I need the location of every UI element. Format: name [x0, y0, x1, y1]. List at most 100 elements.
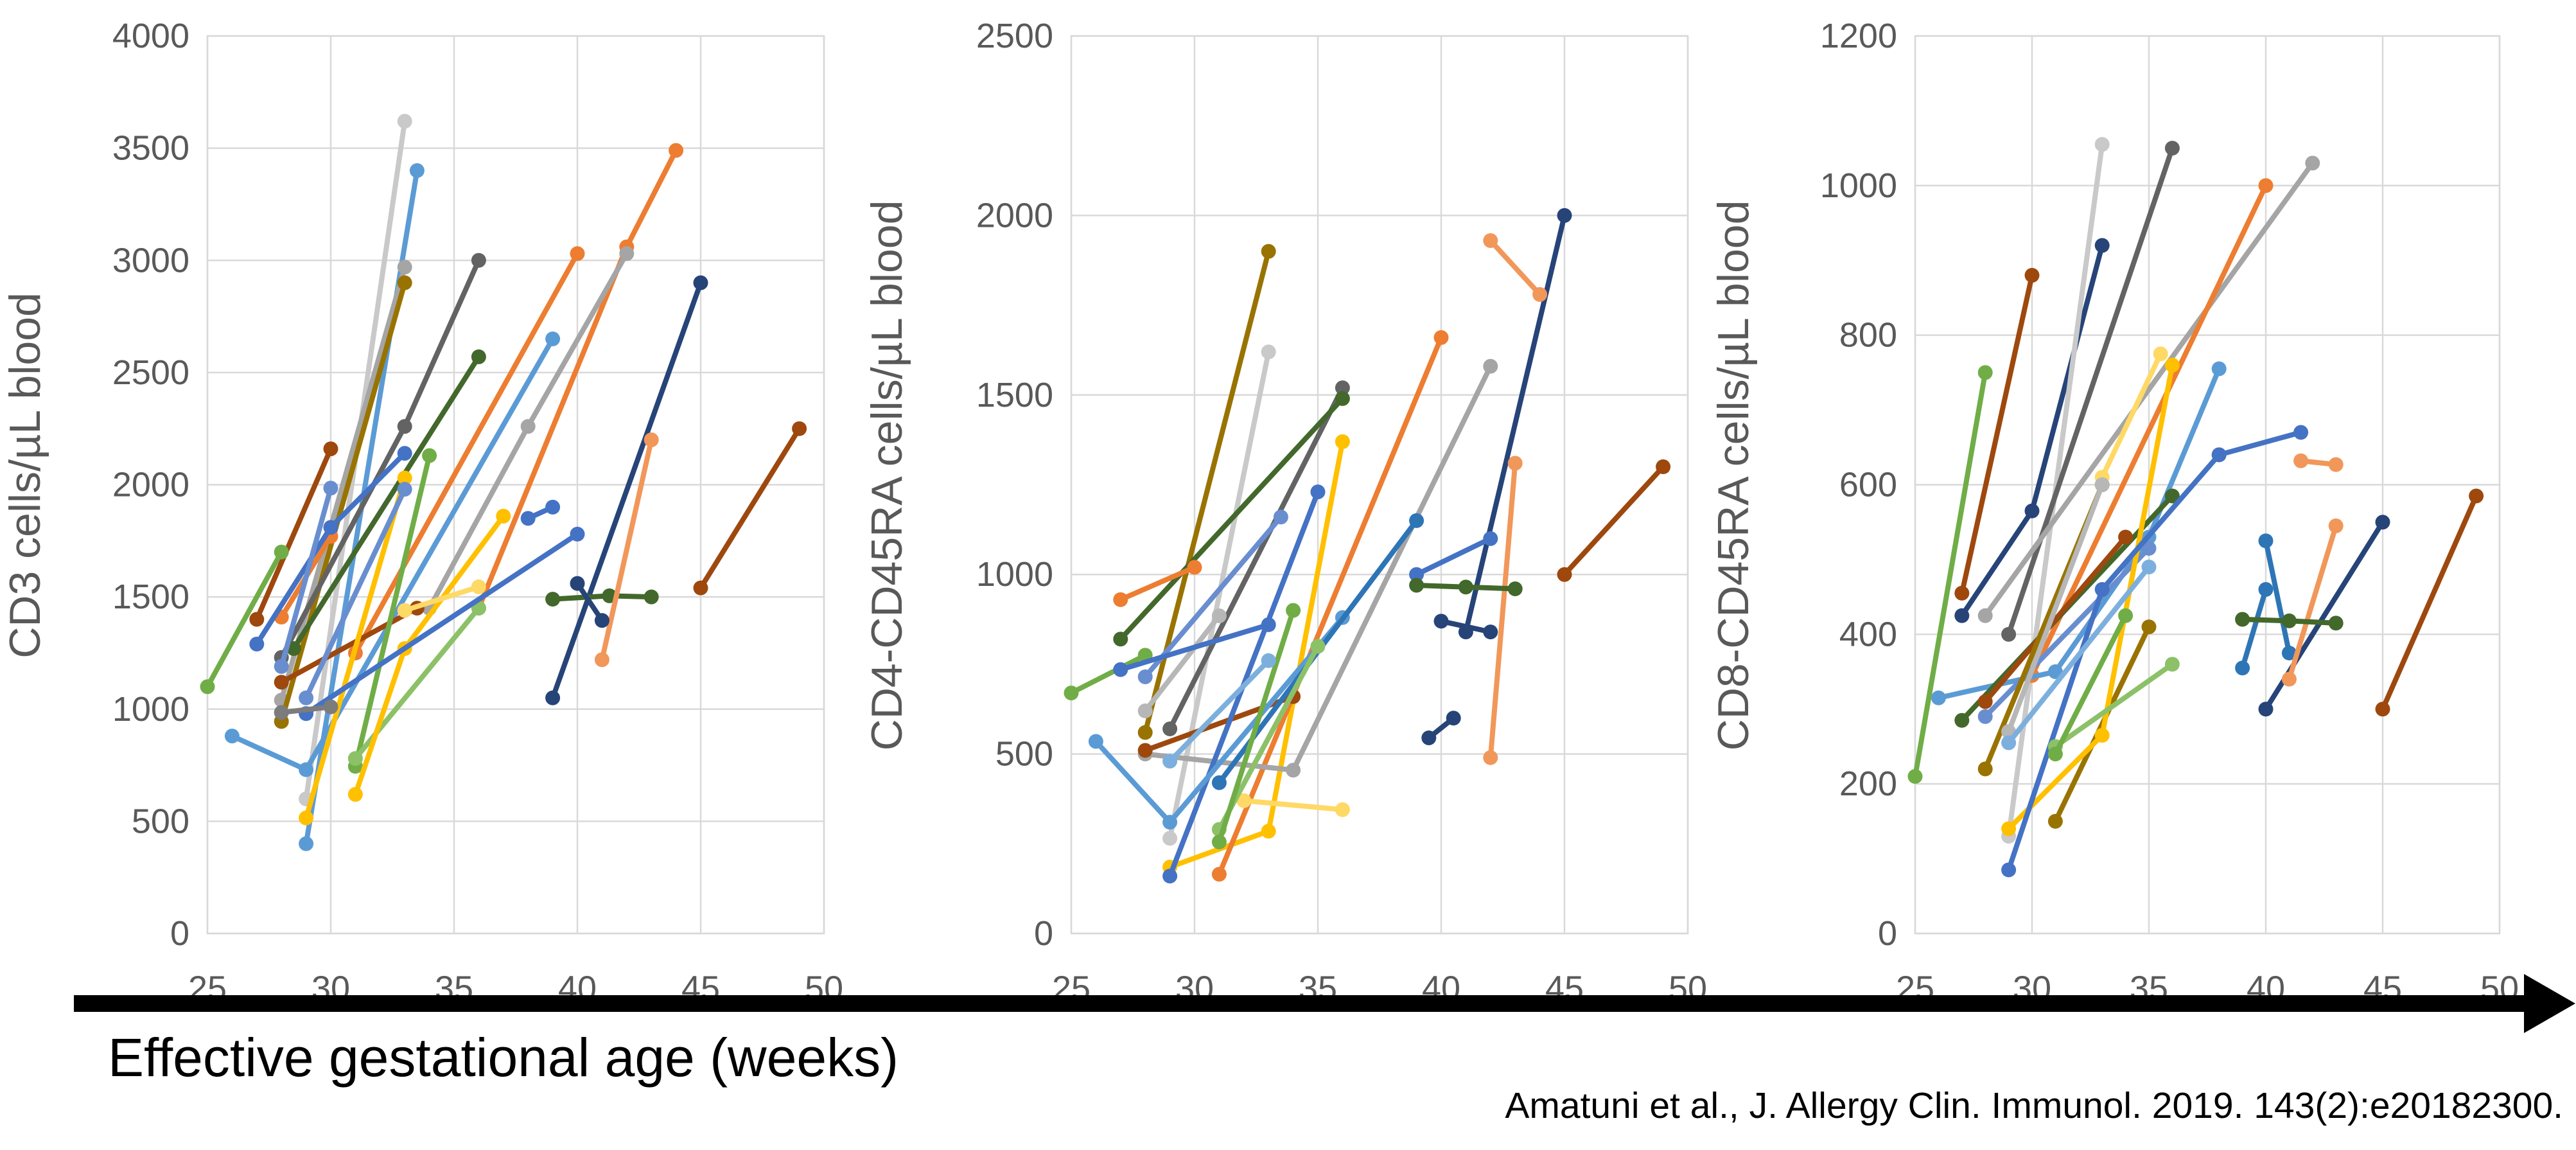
data-point-marker: [1409, 578, 1424, 593]
data-point-marker: [1162, 754, 1178, 769]
y-tick-label: 1000: [112, 690, 189, 729]
data-point-marker: [397, 603, 412, 618]
patient-trajectory-line: [2006, 145, 2175, 637]
data-point-marker: [323, 520, 338, 535]
data-point-marker: [397, 260, 412, 275]
data-point-marker: [1310, 484, 1326, 500]
data-point-marker: [1409, 513, 1424, 528]
data-point-marker: [496, 508, 511, 524]
data-point-marker: [2328, 518, 2344, 534]
patient-trajectory-line: [1439, 618, 1493, 635]
data-point-marker: [1261, 344, 1276, 360]
patient-trajectory-line: [2053, 661, 2175, 749]
data-point-marker: [2328, 457, 2344, 472]
data-point-marker: [545, 331, 561, 346]
data-point-marker: [1261, 243, 1276, 259]
data-point-marker: [2141, 540, 2157, 556]
data-point-marker: [299, 810, 314, 826]
patient-trajectory-line: [402, 584, 482, 614]
data-point-marker: [1409, 567, 1424, 582]
data-point-marker: [1335, 802, 1350, 817]
y-tick-label: 2000: [976, 196, 1053, 234]
data-point-marker: [2164, 141, 2180, 156]
data-point-marker: [2094, 727, 2110, 743]
data-point-marker: [249, 612, 265, 627]
patient-trajectory-line: [599, 437, 654, 662]
citation-text: Amatuni et al., J. Allergy Clin. Immunol…: [1505, 1085, 2563, 1126]
data-point-marker: [471, 252, 486, 268]
patient-trajectory-line: [279, 704, 333, 715]
data-point-marker: [1162, 815, 1178, 830]
data-point-marker: [1931, 690, 1946, 705]
data-point-marker: [1977, 608, 1993, 623]
data-point-marker: [1137, 669, 1153, 684]
data-point-marker: [1162, 831, 1178, 846]
patient-trajectory-line: [279, 485, 333, 669]
patient-trajectory-line: [1562, 464, 1666, 578]
patient-trajectory-line: [2029, 182, 2268, 678]
x-axis-label: Effective gestational age (weeks): [108, 1027, 899, 1088]
y-tick-label: 1000: [976, 555, 1053, 594]
data-point-marker: [224, 729, 240, 744]
data-point-marker: [2118, 608, 2134, 623]
data-point-marker: [249, 636, 265, 651]
data-point-marker: [299, 690, 314, 705]
patient-trajectory-line: [1216, 335, 1444, 877]
patient-trajectory-line: [1167, 385, 1345, 732]
data-point-marker: [422, 448, 437, 463]
data-point-marker: [1656, 459, 1671, 475]
data-point-marker: [2281, 613, 2297, 628]
data-point-marker: [2024, 503, 2040, 518]
data-point-marker: [2293, 425, 2309, 440]
data-point-marker: [1137, 743, 1153, 758]
data-point-marker: [619, 246, 635, 261]
data-point-marker: [1088, 734, 1103, 749]
data-point-marker: [1532, 287, 1548, 302]
data-point-marker: [397, 470, 412, 486]
data-point-marker: [520, 419, 536, 434]
data-point-marker: [2328, 615, 2344, 631]
data-point-marker: [2094, 137, 2110, 152]
data-point-marker: [2211, 447, 2227, 463]
data-point-marker: [397, 275, 412, 290]
data-point-marker: [1557, 567, 1572, 582]
data-point-marker: [274, 544, 289, 560]
data-point-marker: [200, 679, 215, 694]
patient-trajectory-line: [550, 593, 654, 602]
patient-trajectory-line: [550, 280, 703, 701]
data-point-marker: [570, 246, 585, 261]
patient-trajectory-line: [1117, 396, 1345, 642]
data-point-marker: [2164, 657, 2180, 672]
data-point-marker: [1064, 686, 1079, 701]
data-point-marker: [1458, 579, 1473, 595]
patient-trajectory-line: [254, 446, 333, 623]
data-point-marker: [1113, 592, 1128, 607]
patient-trajectory-line: [279, 264, 408, 703]
data-point-marker: [323, 441, 338, 457]
data-point-marker: [1286, 603, 1301, 618]
data-point-marker: [2118, 529, 2134, 545]
data-point-marker: [2375, 702, 2390, 717]
y-tick-label: 1500: [976, 376, 1053, 414]
y-tick-label: 0: [1878, 914, 1897, 953]
patient-trajectory-line: [1167, 658, 1272, 764]
data-point-marker: [545, 690, 561, 705]
data-point-marker: [2258, 178, 2274, 193]
data-point-marker: [545, 592, 561, 607]
patient-trajectory-line: [2099, 351, 2164, 480]
y-tick-label: 1200: [1820, 17, 1897, 55]
data-point-marker: [1211, 608, 1227, 623]
data-point-marker: [1557, 208, 1572, 223]
patient-trajectory-line: [1414, 536, 1493, 578]
data-point-marker: [1907, 769, 1923, 784]
y-tick-label: 2000: [112, 466, 189, 504]
data-point-marker: [1421, 730, 1437, 745]
data-point-marker: [2469, 488, 2484, 504]
data-point-marker: [2258, 533, 2274, 549]
y-tick-label: 400: [1839, 615, 1897, 653]
y-tick-label: 2500: [112, 353, 189, 392]
data-point-marker: [347, 786, 363, 802]
data-point-marker: [409, 163, 425, 179]
